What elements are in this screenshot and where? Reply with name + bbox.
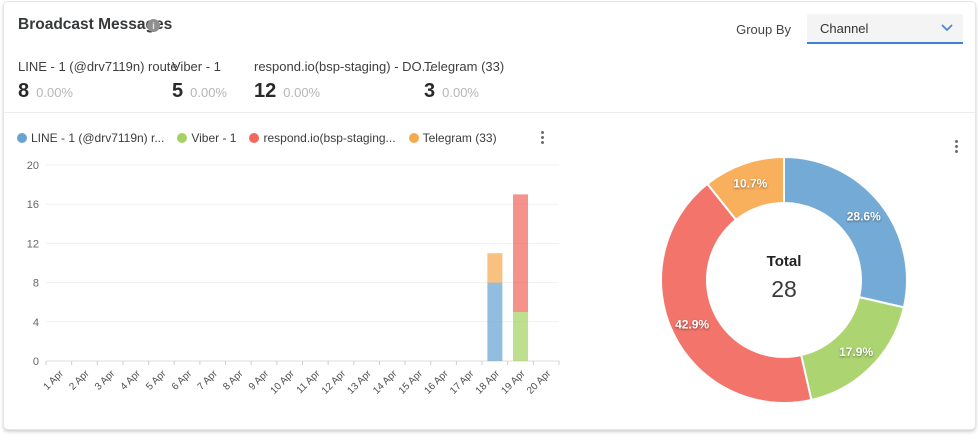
bar-segment[interactable]	[487, 253, 503, 283]
x-axis-tick-label: 7 Apr	[196, 368, 221, 393]
chart-legend: LINE - 1 (@drv7119n) r... Viber - 1 resp…	[17, 131, 497, 145]
x-axis-tick-label: 18 Apr	[474, 368, 503, 397]
x-axis-tick-label: 16 Apr	[422, 368, 451, 397]
x-axis-tick-label: 6 Apr	[170, 368, 195, 393]
kebab-menu-icon[interactable]	[951, 136, 962, 157]
y-axis-tick-label: 4	[33, 317, 39, 329]
donut-chart[interactable]: 28.6% 17.9% 42.9% 10.7%	[616, 133, 956, 429]
donut-slice-percent-label: 28.6%	[847, 209, 881, 223]
legend-dot-telegram	[408, 133, 419, 143]
x-axis-tick-label: 15 Apr	[397, 368, 426, 397]
x-axis-tick-label: 2 Apr	[67, 368, 92, 393]
x-axis-tick-label: 3 Apr	[93, 368, 118, 393]
donut-slice[interactable]	[705, 155, 785, 222]
legend-item-line[interactable]: LINE - 1 (@drv7119n) r...	[17, 131, 164, 145]
legend-item-respondio[interactable]: respond.io(bsp-staging...	[249, 131, 396, 145]
x-axis-tick-label: 20 Apr	[525, 368, 554, 397]
legend-label: Telegram (33)	[422, 131, 497, 145]
stat-percent: 0.00%	[190, 85, 227, 100]
stats-row: LINE - 1 (@drv7119n) route 8 0.00% Viber…	[18, 59, 504, 103]
x-axis-tick-label: 4 Apr	[119, 368, 144, 393]
stat-percent: 0.00%	[442, 85, 479, 100]
stat-respondio: respond.io(bsp-staging) - DO... 12 0.00%	[254, 59, 433, 103]
chevron-down-icon	[941, 24, 953, 32]
broadcast-messages-card: Broadcast Messages i Group By Channel LI…	[3, 1, 976, 430]
legend-dot-viber	[177, 133, 188, 143]
x-axis-tick-label: 5 Apr	[144, 368, 169, 393]
stat-label: LINE - 1 (@drv7119n) route	[18, 59, 178, 74]
stat-percent: 0.00%	[283, 85, 321, 100]
stat-label: Telegram (33)	[424, 59, 505, 74]
stat-value: 8	[18, 80, 30, 102]
stat-value: 5	[172, 80, 184, 102]
x-axis-tick-label: 19 Apr	[499, 368, 528, 397]
legend-item-telegram[interactable]: Telegram (33)	[408, 131, 497, 145]
legend-dot-line	[17, 133, 27, 143]
stat-label: Viber - 1	[172, 59, 221, 74]
donut-slice[interactable]	[783, 155, 908, 309]
y-axis-tick-label: 16	[27, 199, 39, 211]
stat-value: 12	[254, 80, 277, 102]
group-by-dropdown[interactable]: Channel	[807, 14, 963, 44]
legend-dot-respondio	[249, 133, 260, 143]
legend-item-viber[interactable]: Viber - 1	[177, 131, 236, 145]
x-axis-tick-label: 11 Apr	[295, 368, 323, 396]
bar-segment[interactable]	[513, 312, 529, 361]
kebab-menu-icon[interactable]	[537, 127, 548, 148]
x-axis-tick-label: 13 Apr	[346, 368, 375, 397]
donut-slice-percent-label: 17.9%	[839, 345, 873, 359]
group-by-label: Group By	[736, 21, 791, 37]
y-axis-tick-label: 12	[27, 238, 39, 250]
section-divider	[4, 112, 975, 113]
bar-segment[interactable]	[487, 282, 503, 361]
x-axis-tick-label: 1 Apr	[42, 368, 67, 393]
x-axis-tick-label: 8 Apr	[221, 368, 246, 393]
bar-segment[interactable]	[513, 194, 529, 312]
legend-label: Viber - 1	[191, 131, 237, 145]
group-by-selected-value: Channel	[820, 20, 869, 36]
donut-slice-percent-label: 10.7%	[733, 177, 767, 191]
stat-percent: 0.00%	[36, 85, 73, 100]
x-axis-tick-label: 14 Apr	[371, 368, 400, 397]
stat-line: LINE - 1 (@drv7119n) route 8 0.00%	[18, 59, 178, 103]
x-axis-tick-label: 12 Apr	[320, 368, 349, 397]
y-axis-tick-label: 8	[33, 278, 39, 290]
y-axis-tick-label: 20	[27, 160, 39, 172]
group-by-control: Group By Channel	[736, 14, 963, 44]
stat-label: respond.io(bsp-staging) - DO...	[254, 59, 433, 74]
x-axis-tick-label: 10 Apr	[269, 368, 298, 397]
stat-viber: Viber - 1 5 0.00%	[172, 59, 254, 103]
x-axis-tick-label: 17 Apr	[448, 368, 477, 397]
stat-value: 3	[424, 80, 436, 102]
page-title: Broadcast Messages	[18, 16, 173, 33]
bar-chart[interactable]: 0 4 8 12 16 20 1 Apr 2 Apr 3 Apr 4 Apr 5 Apr 6 Apr 7…	[4, 150, 574, 407]
y-axis-tick-label: 0	[33, 356, 39, 368]
stat-telegram: Telegram (33) 3 0.00%	[424, 59, 504, 103]
donut-slice[interactable]	[660, 182, 813, 404]
legend-label: LINE - 1 (@drv7119n) r...	[31, 131, 165, 145]
legend-label: respond.io(bsp-staging...	[263, 131, 396, 145]
info-icon[interactable]: i	[147, 19, 160, 32]
donut-slice-percent-label: 42.9%	[675, 317, 709, 331]
